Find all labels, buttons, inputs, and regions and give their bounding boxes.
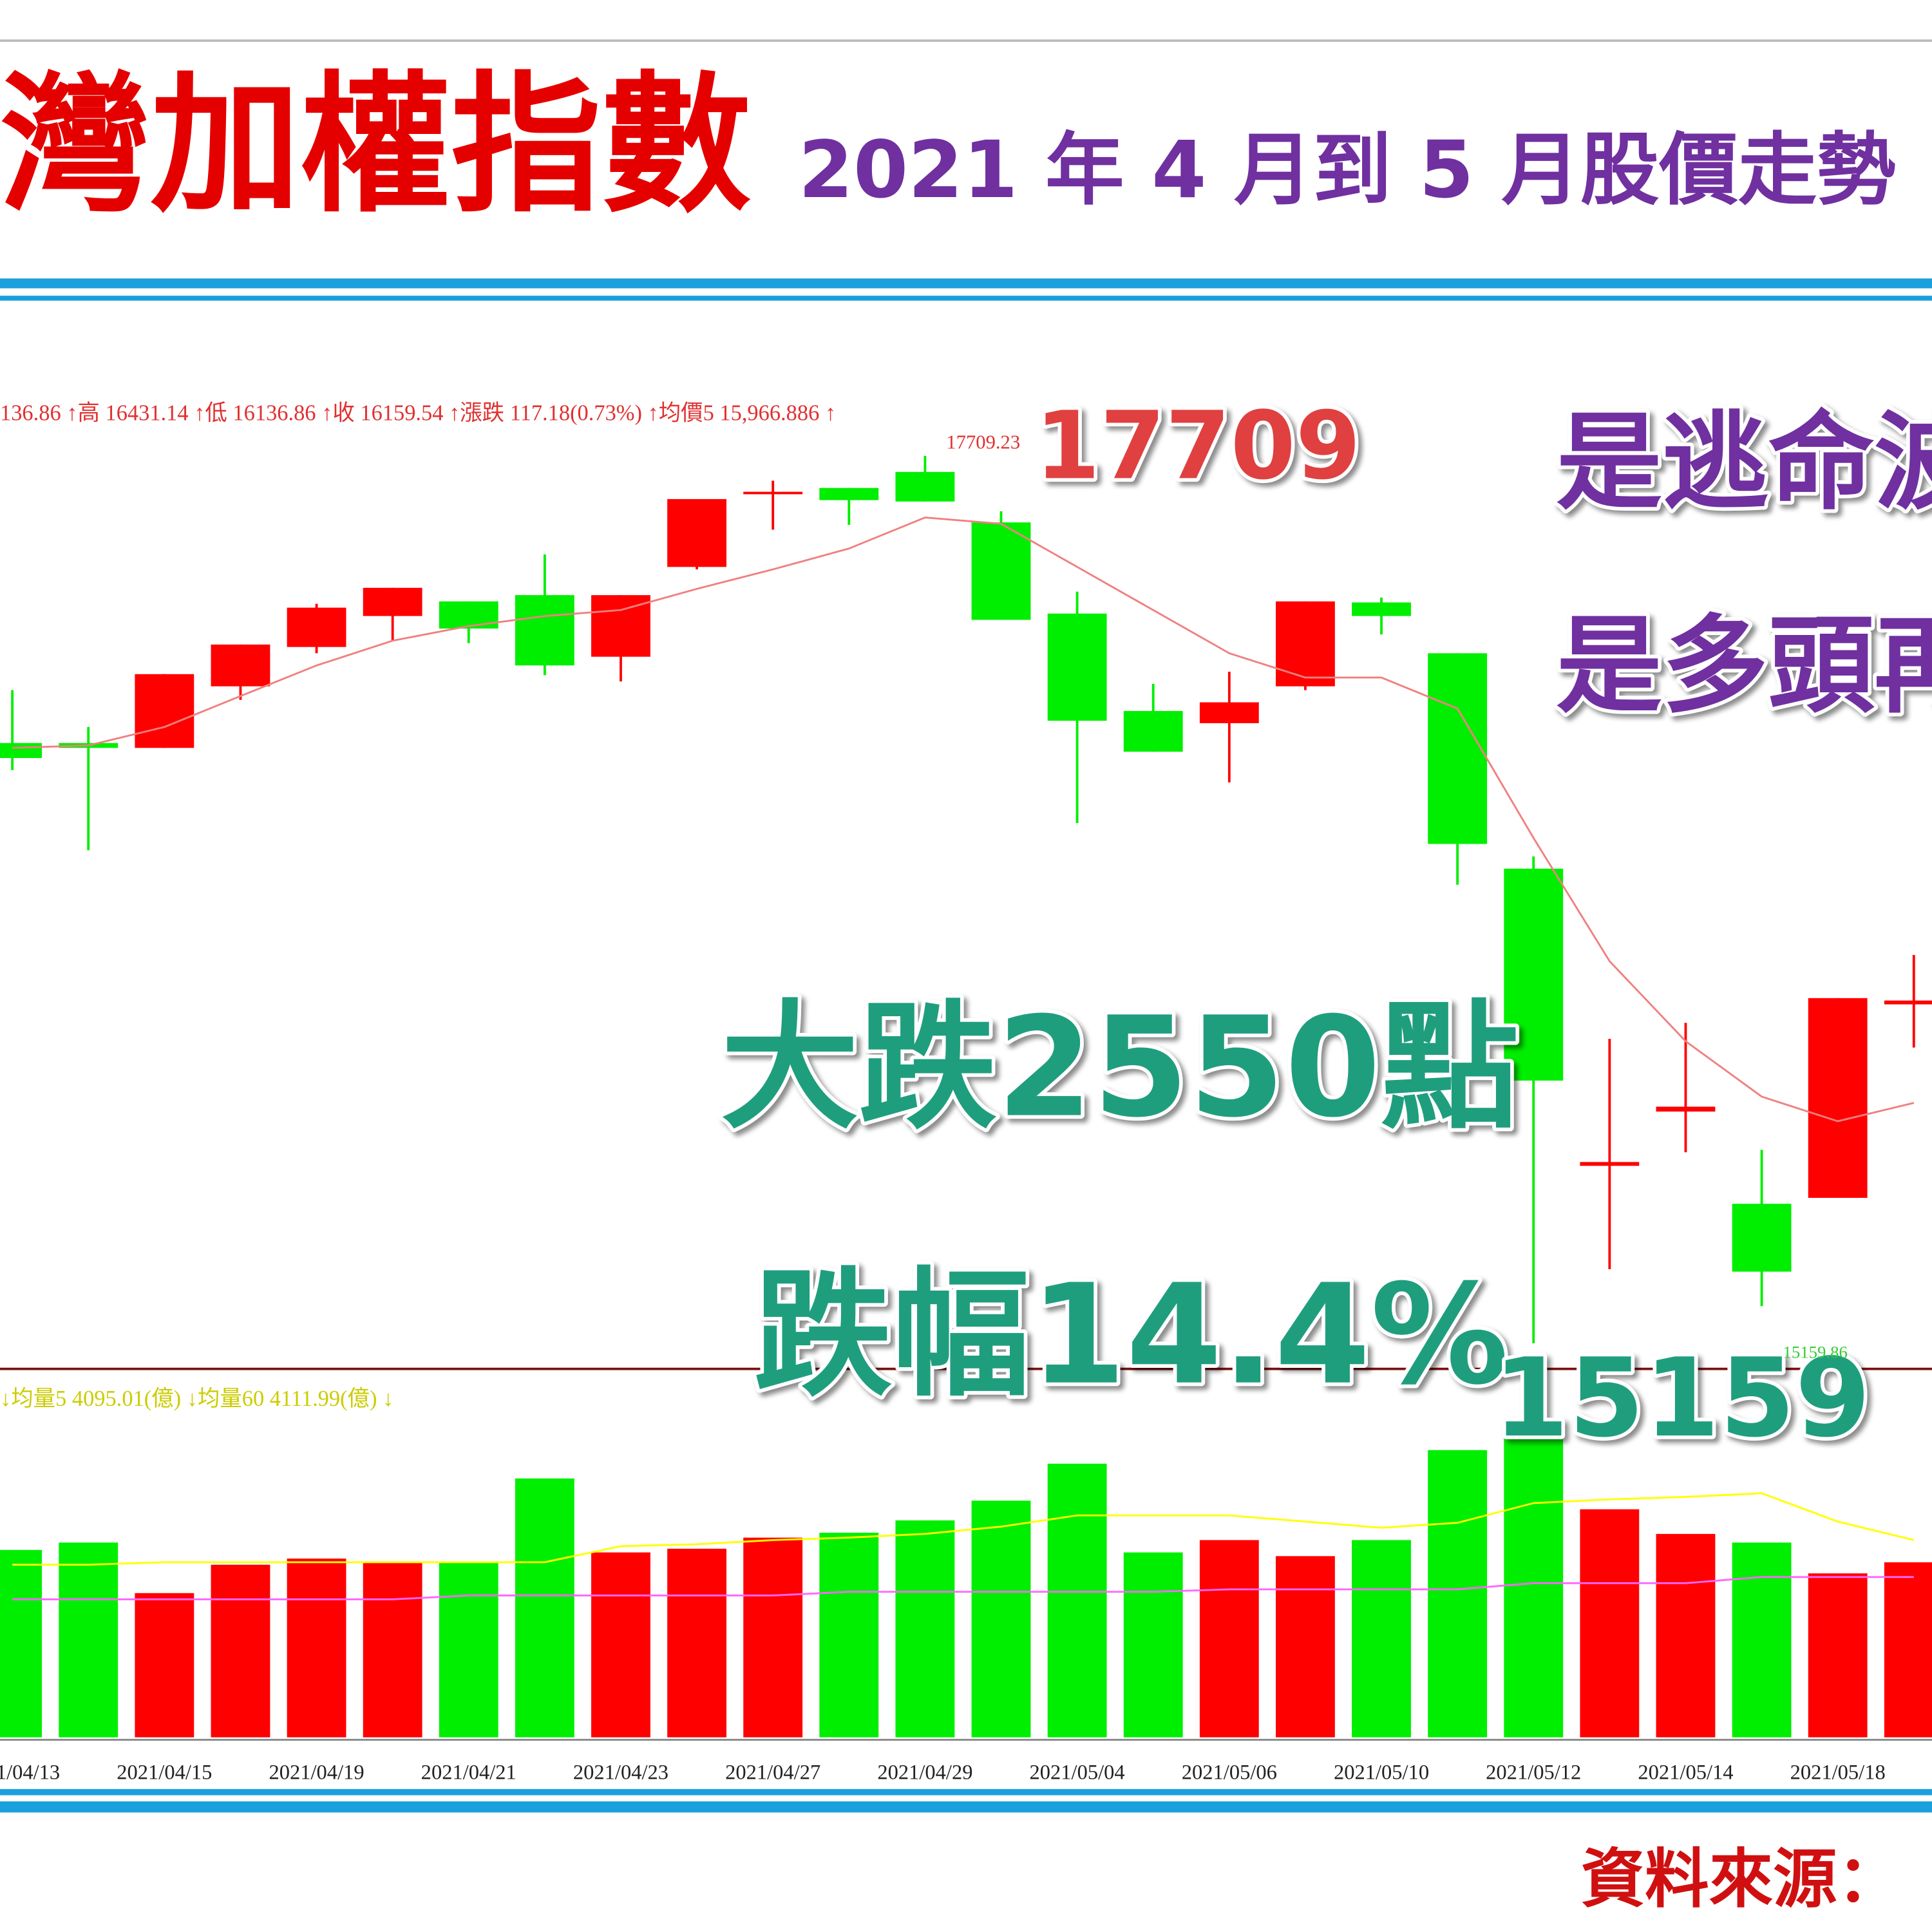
candle-body <box>135 674 194 748</box>
blue-band <box>0 296 1932 301</box>
volume-bar <box>0 1549 43 1738</box>
candle-body <box>1580 1162 1640 1166</box>
plot: 2021/04/13 2021/04/15 2021/04/19 2021/04/21… <box>0 455 1932 1785</box>
volume-bar <box>1428 1450 1488 1738</box>
candle-body <box>895 471 955 502</box>
ma-line <box>12 516 1915 1122</box>
volume-bar <box>1276 1556 1335 1738</box>
x-tick-label: 2021/04/15 <box>117 1761 212 1785</box>
annotation: 跌幅14.4% <box>754 1255 1509 1416</box>
annotation: 是逃命波 <box>1556 401 1932 524</box>
volume-bar <box>591 1552 650 1738</box>
x-tick-label: 2021/05/18 <box>1790 1761 1886 1785</box>
x-tick-label: 2021/04/19 <box>269 1761 364 1785</box>
title: 灣加權指數 <box>0 58 752 233</box>
x-tick-label: 2021/05/12 <box>1486 1761 1581 1785</box>
candle-body <box>439 601 498 629</box>
volume-bar <box>1884 1562 1932 1738</box>
volume-bar <box>819 1532 879 1738</box>
candle-body <box>515 595 574 666</box>
annotation: 大跌2550點 <box>721 987 1519 1148</box>
volume-bar <box>1352 1540 1411 1738</box>
volume-bar <box>1656 1533 1716 1738</box>
annotation: 17709.23 <box>946 431 1020 453</box>
blue-band <box>0 1789 1932 1795</box>
annotation: 17709 <box>1035 392 1361 500</box>
candle-body <box>1199 702 1259 723</box>
volume-bar <box>1732 1542 1792 1738</box>
volume-bar <box>515 1478 574 1738</box>
volume-bar <box>971 1501 1031 1738</box>
x-tick-label: 2021/04/23 <box>573 1761 668 1785</box>
volume-bar <box>1808 1573 1868 1738</box>
candle-body <box>667 498 727 567</box>
info-line: 136.86 ↑高 16431.14 ↑低 16136.86 ↑收 16159.… <box>0 401 836 425</box>
volume-bar <box>439 1562 498 1738</box>
candle-body <box>1352 602 1411 616</box>
x-tick-label: 2021/05/04 <box>1030 1761 1125 1785</box>
candle-body <box>1884 1000 1932 1005</box>
volume-bar <box>895 1520 955 1738</box>
candle-body <box>1656 1106 1716 1112</box>
candle-body <box>1808 998 1868 1198</box>
annotation: 是多頭再起 <box>1556 604 1932 728</box>
candle-body <box>1732 1204 1792 1272</box>
volume-ma60-line <box>12 1576 1914 1600</box>
volume-bar <box>1580 1509 1640 1738</box>
x-tick-label: 2021/04/29 <box>877 1761 972 1785</box>
volume-bar <box>1199 1540 1259 1738</box>
subtitle: 2021 年 4 月到 5 月股價走勢 <box>799 124 1896 216</box>
x-tick-label: 2021/05/10 <box>1334 1761 1429 1785</box>
candle-body <box>0 743 43 759</box>
volume-bar <box>211 1564 270 1738</box>
x-tick-label: 2021/04/27 <box>725 1761 820 1785</box>
volume-bar <box>363 1562 422 1738</box>
candle-body <box>743 491 803 495</box>
x-tick-label: 2021/04/21 <box>421 1761 516 1785</box>
annotation: 15159.86 <box>1783 1342 1847 1361</box>
volume-bar <box>667 1548 727 1738</box>
source: 資料來源： <box>1581 1842 1901 1917</box>
x-tick-label: 2021/04/13 <box>0 1761 60 1785</box>
volume-bar <box>1047 1463 1107 1738</box>
x-tick-label: 2021/05/14 <box>1638 1761 1733 1785</box>
candle-body <box>1428 653 1488 844</box>
volume-bar <box>743 1537 803 1738</box>
annotations: 17709.2317709是逃命波是多頭再起大跌2550點跌幅14.4%1515… <box>717 388 1932 1465</box>
candle-body <box>971 522 1031 620</box>
volume-info: ↓均量5 4095.01(億) ↓均量60 4111.99(億) ↓ <box>0 1387 393 1411</box>
candle-body <box>819 488 879 500</box>
candle-body <box>1504 868 1564 1081</box>
volume-bar <box>59 1542 118 1738</box>
annotation: 15159 <box>1493 1335 1871 1461</box>
candle-body <box>1123 711 1183 752</box>
candle-body <box>211 644 270 687</box>
candle-body <box>363 587 422 616</box>
candle-body <box>1047 613 1107 721</box>
volume-bar <box>135 1593 194 1738</box>
candle-body <box>287 607 346 647</box>
blue-band <box>0 1801 1932 1813</box>
blue-band <box>0 278 1932 289</box>
candle-body <box>1276 601 1335 687</box>
x-tick-label: 2021/05/06 <box>1182 1761 1277 1785</box>
volume-ma5-line <box>12 1492 1915 1566</box>
volume-bar <box>287 1558 346 1738</box>
volume-bar <box>1123 1552 1183 1738</box>
